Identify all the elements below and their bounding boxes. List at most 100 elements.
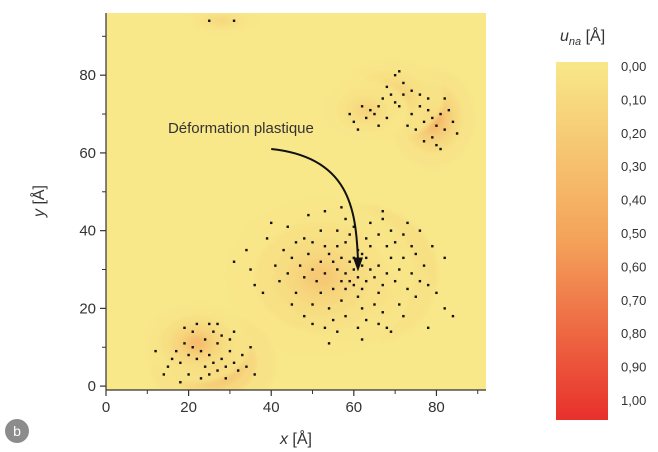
y-tick-label: 80 [79, 67, 96, 84]
atom-marker [365, 279, 368, 283]
atom-marker [431, 116, 434, 120]
atom-marker [286, 272, 289, 275]
atom-marker [253, 373, 256, 376]
atom-marker [311, 322, 314, 326]
colorbar-tick-label: 0,20 [621, 126, 646, 141]
atom-marker [422, 140, 426, 143]
atom-marker [369, 268, 372, 271]
atom-marker [360, 252, 364, 256]
atom-marker [439, 147, 442, 151]
atom-marker [179, 361, 182, 364]
atom-marker [154, 349, 157, 353]
atom-marker [249, 268, 252, 271]
atom-marker [331, 287, 335, 291]
atom-marker [270, 221, 273, 225]
atom-marker [344, 287, 347, 291]
atom-marker [232, 330, 236, 333]
atom-marker [356, 326, 360, 330]
atom-marker [323, 210, 327, 213]
atom-marker [228, 338, 232, 341]
atom-marker [389, 256, 393, 260]
atom-marker [443, 307, 446, 310]
atom-marker [352, 120, 356, 124]
atom-marker [294, 241, 298, 244]
y-ticks: 0 20 40 60 80 [79, 67, 106, 395]
atom-marker [183, 342, 186, 345]
atom-marker [443, 128, 446, 131]
panel-label-text: b [13, 423, 21, 439]
atom-marker [298, 264, 302, 267]
atom-marker [389, 93, 393, 96]
atom-marker [245, 365, 248, 368]
atom-marker [340, 206, 343, 209]
colorbar-gradient [556, 62, 608, 420]
atom-marker [439, 112, 442, 116]
atom-marker [195, 357, 199, 361]
atom-markers [154, 19, 459, 384]
atom-marker [352, 225, 356, 228]
atom-marker [311, 241, 314, 244]
atom-marker [414, 128, 417, 131]
atom-marker [414, 252, 417, 256]
atom-marker [212, 330, 215, 333]
atom-marker [426, 97, 430, 100]
atom-marker [365, 318, 368, 322]
atom-marker [290, 303, 294, 306]
atom-marker [373, 303, 376, 306]
atom-marker [212, 361, 215, 364]
x-tick-label: 0 [102, 399, 110, 416]
atom-marker [327, 252, 331, 256]
atom-marker [381, 210, 384, 213]
colorbar-tick-label: 0,80 [621, 326, 646, 341]
panel-label-badge [5, 419, 29, 443]
atom-marker [406, 287, 409, 291]
atom-marker [311, 303, 314, 306]
atom-marker [290, 256, 294, 260]
atom-marker [331, 318, 335, 322]
atom-marker [236, 369, 240, 372]
atom-marker [422, 120, 426, 124]
atom-marker [385, 272, 389, 275]
atom-marker [224, 377, 227, 380]
atom-marker [203, 338, 207, 341]
atom-marker [336, 330, 339, 333]
colorbar-tick-label: 0,70 [621, 293, 646, 308]
atom-marker [323, 326, 327, 330]
atom-marker [336, 268, 339, 271]
atom-marker [410, 272, 413, 275]
atom-marker [377, 291, 380, 295]
atom-marker [348, 233, 351, 236]
atom-marker [344, 241, 347, 244]
atom-marker [451, 314, 455, 318]
x-tick-label: 20 [180, 399, 197, 416]
heatmap-plot: 0 20 40 60 80 0 20 40 60 80 [79, 13, 486, 416]
hotspot-3-level-6 [309, 267, 333, 287]
atom-marker [385, 244, 389, 248]
colorbar-tick-label: 0,10 [621, 92, 646, 107]
y-minor-ticks [102, 35, 106, 348]
x-tick-label: 60 [345, 399, 362, 416]
hotspot-9-level-6 [216, 18, 227, 23]
atom-marker [286, 225, 289, 228]
y-tick-label: 0 [88, 378, 96, 395]
atom-marker [377, 322, 380, 326]
atom-marker [183, 326, 186, 330]
atom-marker [253, 283, 256, 287]
annotation-arrowhead [352, 257, 363, 272]
atom-marker [261, 291, 265, 295]
atom-marker [377, 105, 380, 108]
colorbar-tick-label: 0,30 [621, 159, 646, 174]
atom-marker [410, 244, 413, 248]
atom-marker [418, 93, 422, 96]
atom-marker [402, 256, 405, 260]
atom-marker [187, 373, 190, 376]
atom-marker [389, 229, 393, 232]
atom-marker [199, 349, 203, 353]
atom-marker [426, 283, 430, 287]
atom-marker [224, 365, 227, 368]
colorbar-tick-label: 0,00 [621, 59, 646, 74]
atom-marker [369, 108, 372, 112]
atom-marker [418, 105, 422, 108]
colorbar: una [Å] 0,00 0,10 0,20 0,30 0,40 0,50 0,60 0,70… [556, 26, 646, 420]
panel-label: b [5, 419, 29, 443]
